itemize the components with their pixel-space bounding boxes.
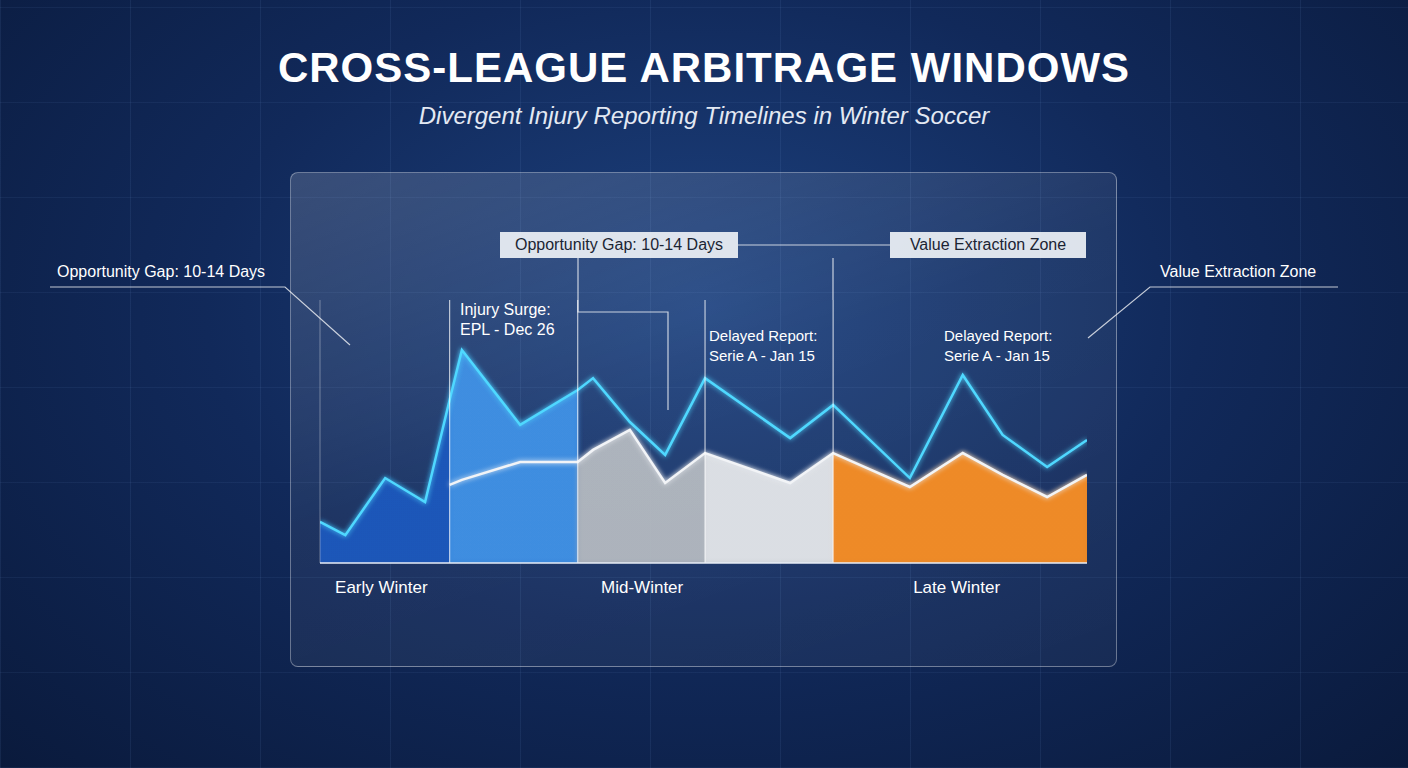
svg-text:Early Winter: Early Winter xyxy=(335,578,428,597)
svg-text:Late Winter: Late Winter xyxy=(913,578,1000,597)
html-text:Delayed Report:: Delayed Report: xyxy=(944,327,1053,344)
html-text:Divergent Injury Reporting Tim: Divergent Injury Reporting Timelines in … xyxy=(418,102,990,129)
html-text:CROSS-LEAGUE ARBITRAGE WINDOWS: CROSS-LEAGUE ARBITRAGE WINDOWS xyxy=(277,44,1130,91)
html-text:Value Extraction Zone: Value Extraction Zone xyxy=(909,236,1067,253)
html-text:Injury Surge:: Injury Surge: xyxy=(460,301,551,318)
html-text:Serie A - Jan 15: Serie A - Jan 15 xyxy=(709,347,815,364)
html-text:EPL - Dec 26: EPL - Dec 26 xyxy=(460,321,555,338)
html-text:Opportunity Gap: 10-14 Days: Opportunity Gap: 10-14 Days xyxy=(514,236,723,253)
html-text:Serie A - Jan 15: Serie A - Jan 15 xyxy=(944,347,1050,364)
html-text:Delayed Report:: Delayed Report: xyxy=(709,327,818,344)
html-text:Value Extraction Zone: Value Extraction Zone xyxy=(1160,263,1317,280)
svg-text:Mid-Winter: Mid-Winter xyxy=(601,578,684,597)
html-text:Opportunity Gap: 10-14 Days: Opportunity Gap: 10-14 Days xyxy=(57,263,266,280)
